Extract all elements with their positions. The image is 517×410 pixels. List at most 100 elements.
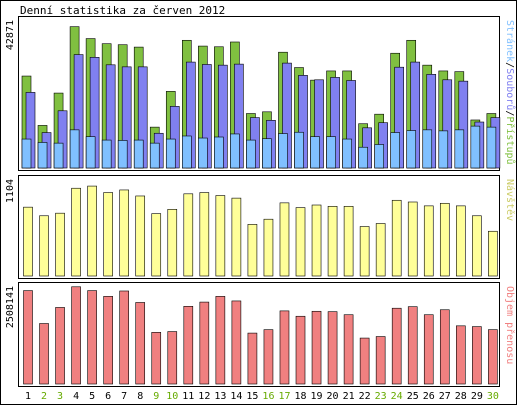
bar-volume-day-11 bbox=[183, 306, 194, 385]
bar-volume-day-24 bbox=[391, 307, 402, 385]
bar-volume-day-7 bbox=[119, 290, 129, 385]
x-tick-day-27: 27 bbox=[439, 391, 451, 402]
bar-visits-day-5 bbox=[87, 185, 97, 277]
bar-visits-day-27 bbox=[439, 202, 450, 277]
bar-pages-day-20 bbox=[326, 136, 336, 169]
legend-entry-volume-0: Objem přenosu bbox=[504, 286, 516, 364]
bar-volume-day-9 bbox=[151, 332, 162, 385]
bar-volume-day-23 bbox=[375, 336, 386, 385]
panel-visits: 1104 Návštěv bbox=[5, 175, 516, 279]
bar-pages-day-23 bbox=[374, 144, 384, 169]
x-tick-day-30: 30 bbox=[487, 391, 499, 402]
ymax-label-requests: 42871 bbox=[5, 20, 16, 50]
legend-volume: Objem přenosu bbox=[504, 286, 516, 364]
x-tick-day-21: 21 bbox=[343, 391, 355, 402]
bar-volume-day-26 bbox=[423, 314, 434, 385]
bar-visits-day-20 bbox=[327, 205, 338, 277]
bar-pages-day-10 bbox=[165, 138, 176, 169]
legend-entry-requests-0: Stránek bbox=[504, 20, 516, 62]
x-tick-day-12: 12 bbox=[198, 391, 210, 402]
bar-pages-day-13 bbox=[214, 136, 224, 169]
bar-visits-day-7 bbox=[119, 189, 129, 277]
bar-visits-day-18 bbox=[295, 207, 306, 277]
x-tick-day-8: 8 bbox=[137, 391, 143, 402]
legend-entry-visits-0: Návštěv bbox=[504, 179, 516, 221]
x-tick-day-4: 4 bbox=[73, 391, 79, 402]
bar-volume-day-12 bbox=[199, 301, 210, 385]
bar-pages-day-29 bbox=[470, 125, 481, 169]
bar-visits-day-25 bbox=[407, 201, 418, 277]
x-tick-day-25: 25 bbox=[407, 391, 419, 402]
x-tick-day-16: 16 bbox=[262, 391, 274, 402]
bar-visits-day-14 bbox=[231, 197, 242, 277]
bar-visits-day-6 bbox=[103, 192, 113, 277]
bar-pages-day-19 bbox=[310, 136, 320, 169]
bar-visits-day-28 bbox=[456, 205, 466, 277]
x-tick-day-22: 22 bbox=[359, 391, 371, 402]
legend-visits: Návštěv bbox=[504, 179, 516, 221]
bar-volume-day-15 bbox=[247, 332, 258, 385]
panel-volume: 2508141 Objem přenosu bbox=[5, 282, 516, 387]
bar-pages-day-30 bbox=[486, 126, 497, 169]
legend-entry-requests-2: Souborů bbox=[504, 68, 516, 110]
bar-visits-day-19 bbox=[311, 204, 322, 277]
bar-pages-day-9 bbox=[149, 142, 160, 169]
bar-visits-day-13 bbox=[215, 195, 226, 277]
legend-entry-requests-3: / bbox=[504, 110, 515, 116]
bar-pages-day-28 bbox=[454, 129, 465, 169]
bar-pages-day-22 bbox=[358, 146, 368, 169]
bar-visits-day-21 bbox=[343, 205, 354, 277]
bar-volume-day-10 bbox=[167, 331, 178, 385]
bar-visits-day-8 bbox=[135, 195, 146, 277]
chart-title: Denní statistika za červen 2012 bbox=[20, 4, 225, 17]
bar-visits-day-11 bbox=[183, 193, 194, 277]
bar-visits-day-15 bbox=[247, 224, 258, 277]
bar-volume-day-14 bbox=[231, 300, 242, 385]
x-tick-day-5: 5 bbox=[89, 391, 95, 402]
x-tick-day-11: 11 bbox=[182, 391, 194, 402]
x-tick-day-13: 13 bbox=[214, 391, 226, 402]
bar-visits-day-29 bbox=[472, 215, 482, 277]
x-tick-day-2: 2 bbox=[41, 391, 47, 402]
x-tick-day-14: 14 bbox=[230, 391, 242, 402]
bar-volume-day-18 bbox=[295, 315, 306, 385]
x-tick-day-24: 24 bbox=[391, 391, 403, 402]
x-tick-day-26: 26 bbox=[423, 391, 435, 402]
bar-volume-day-5 bbox=[87, 290, 97, 385]
bar-volume-day-20 bbox=[327, 311, 338, 385]
bar-pages-day-12 bbox=[198, 137, 208, 169]
bar-pages-day-18 bbox=[294, 131, 304, 169]
bar-visits-day-12 bbox=[199, 192, 210, 277]
bar-visits-day-24 bbox=[391, 199, 402, 277]
bar-pages-day-11 bbox=[182, 135, 192, 169]
panel-frame-visits bbox=[18, 175, 500, 279]
bar-volume-day-4 bbox=[71, 286, 81, 385]
legend-requests: Stránek/Souborů/Přístupů bbox=[504, 20, 516, 165]
bar-visits-day-23 bbox=[375, 223, 386, 277]
bar-pages-day-27 bbox=[438, 130, 449, 169]
bar-pages-day-15 bbox=[246, 139, 256, 169]
bar-visits-day-3 bbox=[55, 212, 65, 277]
ymax-label-volume: 2508141 bbox=[5, 286, 16, 328]
bar-volume-day-17 bbox=[279, 310, 290, 385]
bar-pages-day-1 bbox=[21, 138, 32, 169]
x-tick-day-7: 7 bbox=[121, 391, 127, 402]
x-tick-day-1: 1 bbox=[25, 391, 31, 402]
bar-volume-day-25 bbox=[407, 306, 418, 385]
bar-visits-day-16 bbox=[263, 218, 274, 277]
bar-pages-day-14 bbox=[230, 133, 240, 169]
bar-visits-day-17 bbox=[279, 202, 290, 277]
bar-pages-day-16 bbox=[262, 138, 272, 169]
bar-volume-day-16 bbox=[263, 329, 274, 385]
x-tick-day-9: 9 bbox=[153, 391, 159, 402]
x-tick-day-29: 29 bbox=[471, 391, 483, 402]
panel-requests: 42871 Stránek/Souborů/Přístupů bbox=[5, 16, 516, 171]
x-tick-day-15: 15 bbox=[246, 391, 258, 402]
bar-volume-day-8 bbox=[135, 302, 146, 385]
x-tick-day-19: 19 bbox=[311, 391, 323, 402]
bar-visits-day-2 bbox=[39, 215, 49, 277]
bar-pages-day-17 bbox=[278, 133, 288, 169]
